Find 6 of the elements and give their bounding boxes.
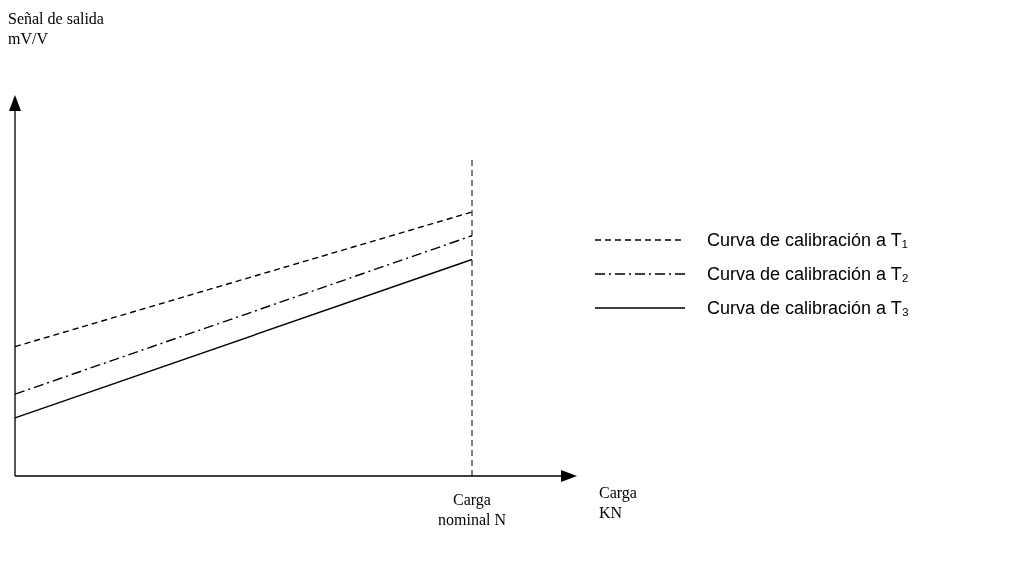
text: Carga nominal N bbox=[437, 490, 507, 530]
legend-label: Curva de calibración a T₁ bbox=[707, 229, 908, 251]
text: Señal de salida mV/V bbox=[8, 10, 104, 48]
legend-label: Curva de calibración a T₂ bbox=[707, 263, 909, 285]
x-axis-title: Carga KN bbox=[599, 484, 637, 522]
legend-label: Curva de calibración a T₃ bbox=[707, 297, 910, 319]
